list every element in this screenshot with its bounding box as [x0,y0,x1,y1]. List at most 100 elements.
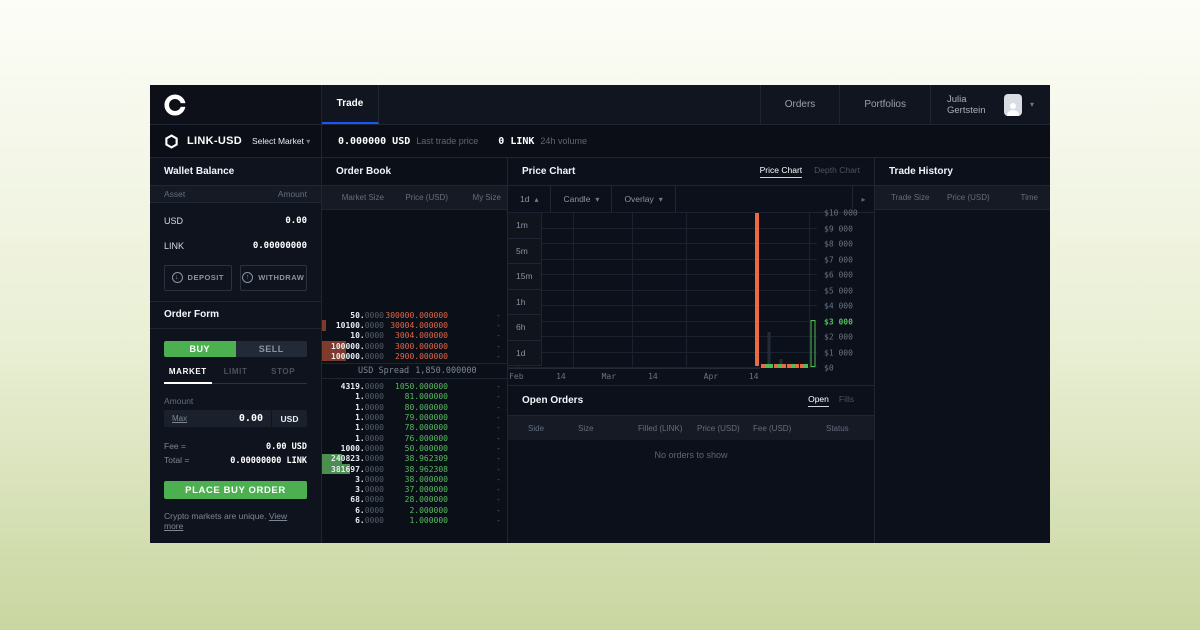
withdraw-button[interactable]: ↑ WITHDRAW [239,264,307,291]
order-book-row-buy[interactable]: 1.0000 78.000000 - [322,423,507,433]
chart-plot[interactable]: 1m 5m 15m 1h 6h 1d $10 000 $9 000 $8 000 $7 000 $… [508,209,858,373]
order-book-row-buy[interactable]: 1.0000 80.000000 - [322,402,507,412]
open-orders-header: Open Orders Open Fills [508,386,874,416]
coinbase-logo-icon [164,93,186,116]
order-book-row-sell[interactable]: 50.0000 300000.000000 - [322,310,507,320]
timeframe-1h[interactable]: 1h [508,289,542,315]
price: 3000.000000 [395,341,448,351]
order-book-row-buy[interactable]: 1000.0000 50.000000 - [322,443,507,453]
timeframe-1m[interactable]: 1m [508,213,542,239]
nav-portfolios-label: Portfolios [864,99,906,110]
tab-fills[interactable]: Fills [838,394,854,404]
y-axis-label: $10 000 [824,208,858,218]
my-size: - [496,341,501,351]
pair-label: LINK-USD [187,135,242,147]
sell-tab[interactable]: SELL [235,340,307,357]
price: 37.000000 [404,485,448,495]
candle-buy [803,363,808,368]
amount-value[interactable]: 0.00 [238,413,263,425]
candle-sell [799,363,804,368]
candle-sell [786,363,791,368]
coinbase-logo[interactable] [150,85,322,124]
col-my-size: My Size [472,193,501,202]
order-book-row-buy[interactable]: 3.0000 38.000000 - [322,474,507,484]
order-book-row-buy[interactable]: 6.0000 1.000000 - [322,515,507,525]
depth-bar [322,453,342,464]
order-book-row-sell[interactable]: 10.0000 3004.000000 - [322,331,507,341]
market-size: 100000.0000 [331,351,384,361]
tab-limit[interactable]: LIMIT [223,366,248,376]
market-size: 10100.0000 [335,320,384,330]
order-book-row-sell[interactable]: 100000.0000 3000.000000 - [322,340,507,352]
price: 300000.000000 [385,310,448,320]
amount-usd: 0.00 [285,216,307,227]
order-book-row-buy[interactable]: 240823.0000 38.962309 - [322,453,507,464]
order-book-body[interactable]: 50.0000 300000.000000 - 10100.0000 30004.000… [322,210,507,543]
nav-portfolios[interactable]: Portfolios [839,85,930,124]
order-book-row-buy[interactable]: 1.0000 81.000000 - [322,392,507,402]
trade-history-columns: Trade Size Price (USD) Time [875,186,1050,210]
deposit-button[interactable]: ↓ DEPOSIT [164,264,232,291]
market-size: 381697.0000 [331,464,384,474]
tab-stop[interactable]: STOP [271,366,296,376]
order-book-panel: Order Book Market Size Price (USD) My Si… [322,158,508,543]
price-chart-title: Price Chart [522,166,576,177]
overlay-dropdown[interactable]: Overlay ▾ [612,186,676,212]
order-book-row-sell[interactable]: 10100.0000 30004.000000 - [322,320,507,331]
order-book-row-buy[interactable]: 1.0000 79.000000 - [322,412,507,422]
timeframe-5m[interactable]: 5m [508,238,542,264]
timeframe-15m[interactable]: 15m [508,264,542,290]
order-book-row-buy[interactable]: 6.0000 2.000000 - [322,505,507,515]
user-menu[interactable]: Julia Gertstein ▾ [930,85,1050,124]
view-more-link[interactable]: View more [164,511,288,531]
price: 2900.000000 [395,351,448,361]
market-size: 1.0000 [355,423,384,433]
my-size: - [496,310,501,320]
v-gridline [572,213,574,368]
tab-market[interactable]: MARKET [164,367,212,384]
order-book-row-buy[interactable]: 381697.0000 38.962308 - [322,463,507,475]
chart-forward-arrow[interactable]: ▸ [852,186,874,212]
order-book-row-buy[interactable]: 68.0000 28.000000 - [322,495,507,505]
candle-dropdown[interactable]: Candle ▾ [551,186,613,212]
depth-bar [322,351,346,362]
buy-sell-toggle: BUY SELL [164,340,307,357]
order-book-row-sell[interactable]: 100000.0000 2900.000000 - [322,351,507,362]
trade-history-body [875,210,1050,543]
place-buy-order-button[interactable]: PLACE BUY ORDER [164,481,307,499]
order-book-row-buy[interactable]: 4319.0000 1050.000000 - [322,381,507,391]
v-gridline [809,213,811,368]
my-size: - [496,495,501,505]
candle-sell [782,363,787,368]
order-book-row-buy[interactable]: 3.0000 37.000000 - [322,484,507,494]
my-size: - [496,454,501,464]
nav-orders[interactable]: Orders [759,85,840,124]
my-size: - [496,331,501,341]
tab-open[interactable]: Open [808,394,829,407]
buy-tab[interactable]: BUY [164,340,236,357]
top-nav: Trade Orders Portfolios Julia Gertstein … [150,85,1050,125]
timeframe-6h[interactable]: 6h [508,315,542,341]
tab-depth-chart[interactable]: Depth Chart [814,165,860,175]
asset-usd: USD [164,216,184,227]
order-book-row-buy[interactable]: 1.0000 76.000000 - [322,433,507,443]
col-filled: Filled (LINK) [638,423,683,433]
my-size: - [496,351,501,361]
h-gridline [508,351,817,353]
last-trade-price-label: Last trade price [416,136,479,146]
tab-trade[interactable]: Trade [322,85,379,124]
tab-trade-label: Trade [336,98,364,109]
max-link[interactable]: Max [172,414,188,424]
price: 1.000000 [409,515,448,525]
market-selector[interactable]: LINK-USD Select Market ▾ [150,125,322,157]
market-bar: LINK-USD Select Market ▾ 0.000000 USD La… [150,125,1050,158]
tab-price-chart[interactable]: Price Chart [759,165,803,178]
market-size: 6.0000 [355,505,384,515]
asks-list: 50.0000 300000.000000 - 10100.0000 30004.000… [322,310,507,362]
interval-dropdown[interactable]: 1d ▴ [508,186,552,212]
col-trade-size: Trade Size [891,193,930,202]
chevron-down-icon: ▾ [658,194,663,204]
my-size: - [496,443,501,453]
timeframe-1d[interactable]: 1d [508,340,542,366]
amount-input[interactable]: Max 0.00 USD [164,409,307,428]
